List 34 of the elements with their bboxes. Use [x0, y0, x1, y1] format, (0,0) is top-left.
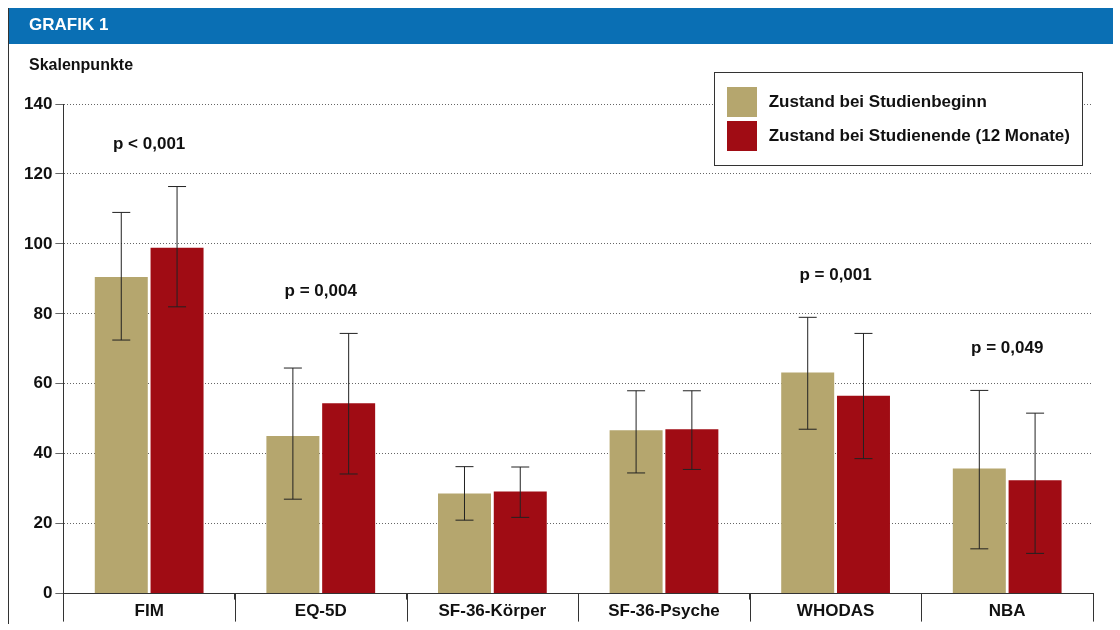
bar: [1008, 480, 1062, 594]
x-tick-label: WHODAS: [796, 601, 875, 621]
x-tick-label: FIM: [134, 601, 164, 621]
legend-label: Zustand bei Studienbeginn: [768, 92, 987, 112]
y-tick-label: 60: [33, 373, 53, 393]
y-axis-title: Skalenpunkte: [29, 56, 134, 74]
bar: [609, 430, 663, 594]
annotation: p = 0,049: [971, 338, 1044, 358]
bar: [94, 277, 148, 594]
y-tick-label: 0: [42, 583, 53, 603]
bar: [952, 468, 1006, 594]
annotation: p < 0,001: [113, 134, 186, 154]
annotation: p = 0,001: [799, 265, 872, 285]
bar: [836, 395, 890, 594]
bar: [781, 372, 835, 594]
y-tick-label: 80: [33, 303, 53, 323]
bar: [322, 403, 376, 594]
y-tick-label: 100: [23, 233, 53, 253]
chart-title: GRAFIK 1: [9, 8, 1113, 44]
legend-label: Zustand bei Studienende (12 Monate): [768, 126, 1070, 146]
y-tick-label: 140: [23, 93, 53, 113]
bar: [493, 491, 547, 594]
x-tick-label: NBA: [988, 601, 1026, 621]
x-tick-label: SF-36-Psyche: [608, 601, 720, 621]
annotation: p = 0,004: [284, 281, 358, 301]
y-tick-label: 40: [33, 443, 53, 463]
y-tick-label: 20: [33, 513, 53, 533]
bar: [438, 493, 491, 594]
x-tick-label: EQ-5D: [294, 601, 347, 621]
y-tick-label: 120: [23, 163, 53, 183]
x-tick-label: SF-36-Körper: [438, 601, 547, 621]
bar: [665, 429, 719, 594]
bar: [266, 435, 320, 594]
bar: [150, 247, 204, 594]
